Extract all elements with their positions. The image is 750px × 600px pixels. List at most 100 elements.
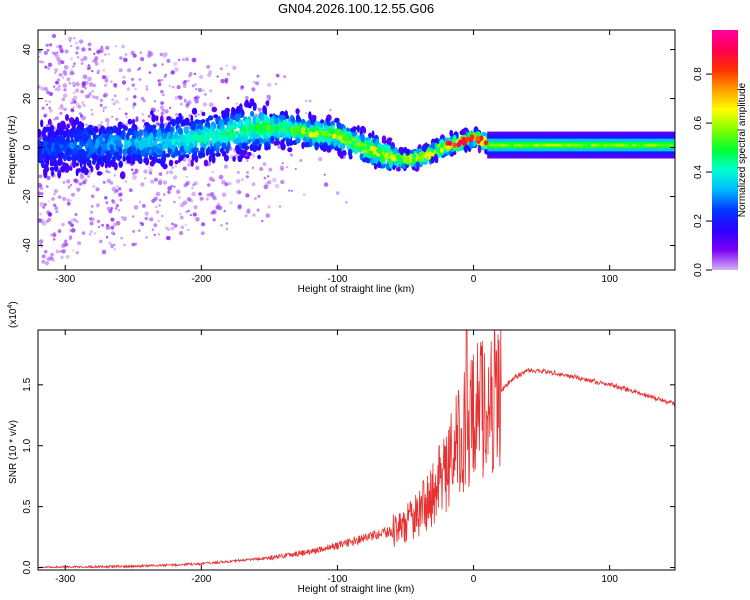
spectrogram-cell — [262, 105, 267, 114]
spectrogram-cell — [87, 137, 93, 147]
spectrogram-cell — [501, 143, 506, 147]
spectrogram-cell — [236, 122, 240, 128]
spectrogram-cell — [215, 152, 221, 157]
spectrogram-cell — [87, 76, 92, 82]
spectrogram-cell — [98, 135, 103, 140]
spectrogram-cell — [50, 252, 54, 257]
spectrogram-cell — [263, 115, 269, 124]
spectrogram-cell — [109, 181, 114, 185]
spectrogram-cell — [327, 137, 331, 146]
spectrogram-cell — [282, 121, 288, 130]
spectrogram-cell — [106, 223, 109, 227]
spectrogram-cell — [91, 95, 96, 99]
spectrogram-cell — [194, 155, 199, 163]
spectrogram-cell — [75, 168, 79, 177]
spectrogram-cell — [82, 74, 88, 80]
spectrogram-cell — [208, 155, 212, 163]
spectrogram-cell — [151, 228, 155, 231]
spectrogram-cell — [257, 154, 261, 160]
spectrogram-peak — [439, 143, 445, 149]
spectrogram-cell — [180, 225, 184, 229]
spectrogram-cell — [181, 58, 185, 62]
spectrogram-cell — [105, 236, 109, 239]
spectrogram-cell — [65, 255, 70, 259]
spectrogram-cell — [133, 130, 137, 137]
spectrogram-cell — [272, 177, 277, 183]
spectrogram-cell — [184, 80, 187, 83]
spectrogram-cell — [373, 163, 378, 170]
spectrogram-cell — [219, 67, 223, 71]
spectrogram-cell — [117, 101, 120, 104]
spectrogram-cell — [288, 189, 291, 192]
spectrogram-cell — [86, 146, 90, 154]
spectrogram-cell — [240, 130, 245, 137]
spectrogram-cell — [430, 155, 435, 164]
spectrogram-cell — [112, 222, 117, 227]
spectrogram-cell — [232, 156, 236, 162]
spectrogram-cell — [260, 112, 264, 121]
y-tick-label: -20 — [22, 189, 33, 204]
spectrogram-cell — [57, 78, 61, 82]
spectrogram-cell — [38, 218, 42, 223]
spectrogram-cell — [249, 135, 253, 140]
spectrogram-cell — [157, 219, 161, 223]
spectrogram-cell — [104, 135, 108, 145]
spectrogram-cell — [155, 191, 161, 197]
spectrogram-cell — [211, 155, 216, 164]
spectrogram-cell — [138, 201, 141, 204]
spectrogram-cell — [119, 198, 123, 202]
spectrogram-cell — [148, 71, 152, 74]
snr-frame — [37, 329, 676, 571]
spectrogram-cell — [53, 51, 57, 56]
spectrogram-cell — [62, 93, 68, 98]
spectrogram-cell — [155, 205, 158, 209]
spectrogram-cell — [265, 100, 270, 107]
spectrogram-cell — [216, 123, 221, 130]
spectrogram-cell — [91, 70, 94, 73]
spectrogram-cell — [154, 177, 158, 182]
spectrogram-cell — [359, 153, 364, 161]
spectrogram-cell — [374, 156, 379, 164]
spectrogram-cell — [89, 210, 94, 214]
spectrogram-cell — [546, 143, 551, 147]
spectrogram-cell — [656, 143, 661, 147]
spectrogram-cell — [294, 168, 297, 170]
spectrogram-cell — [143, 169, 148, 174]
spectrogram-cell — [46, 158, 50, 167]
snr-panel: -300 -200 -100 0 100 0.0 0.5 1.0 1.5 Height of … — [7, 301, 676, 595]
spectrogram-cell — [247, 103, 252, 109]
spectrogram-cell — [72, 65, 75, 68]
spectrogram-cell — [225, 227, 229, 231]
spectrogram-cell — [97, 69, 101, 73]
spectrogram-cell — [267, 205, 271, 209]
spectrogram-cell — [529, 143, 535, 147]
spectrogram-cell — [263, 176, 267, 180]
spectrogram-cell — [583, 143, 588, 147]
spectrogram-cell — [134, 168, 138, 172]
spectrogram-cell — [87, 42, 92, 47]
spectrogram-cell — [101, 143, 107, 151]
spectrogram-cell — [513, 143, 518, 147]
spectrogram-cell — [66, 133, 70, 143]
spectrogram-cell — [262, 162, 267, 166]
spectrogram-cell — [144, 157, 150, 166]
spectrogram-cell — [130, 168, 134, 171]
spectrogram-cell — [123, 243, 126, 247]
spectrogram-cell — [509, 143, 514, 147]
spectrogram-cell — [280, 143, 286, 151]
spectrogram-cell — [246, 209, 251, 214]
spectrogram-cell — [85, 123, 88, 126]
spectrogram-cell — [149, 217, 154, 222]
spectrogram-cell — [171, 138, 175, 145]
spectrogram-cell — [126, 154, 132, 163]
spectrogram-cell — [87, 175, 90, 178]
spectrogram-cell — [122, 124, 126, 130]
spectrogram-cell — [115, 117, 119, 121]
spectrogram-cell — [39, 201, 44, 207]
spectrogram-cell — [183, 100, 187, 103]
spectrogram-cell — [72, 91, 76, 95]
spectrogram-cell — [187, 209, 191, 213]
spectrogram-cell — [139, 51, 143, 54]
spectrogram-cell — [122, 216, 127, 221]
spectrogram-cell — [202, 89, 205, 92]
